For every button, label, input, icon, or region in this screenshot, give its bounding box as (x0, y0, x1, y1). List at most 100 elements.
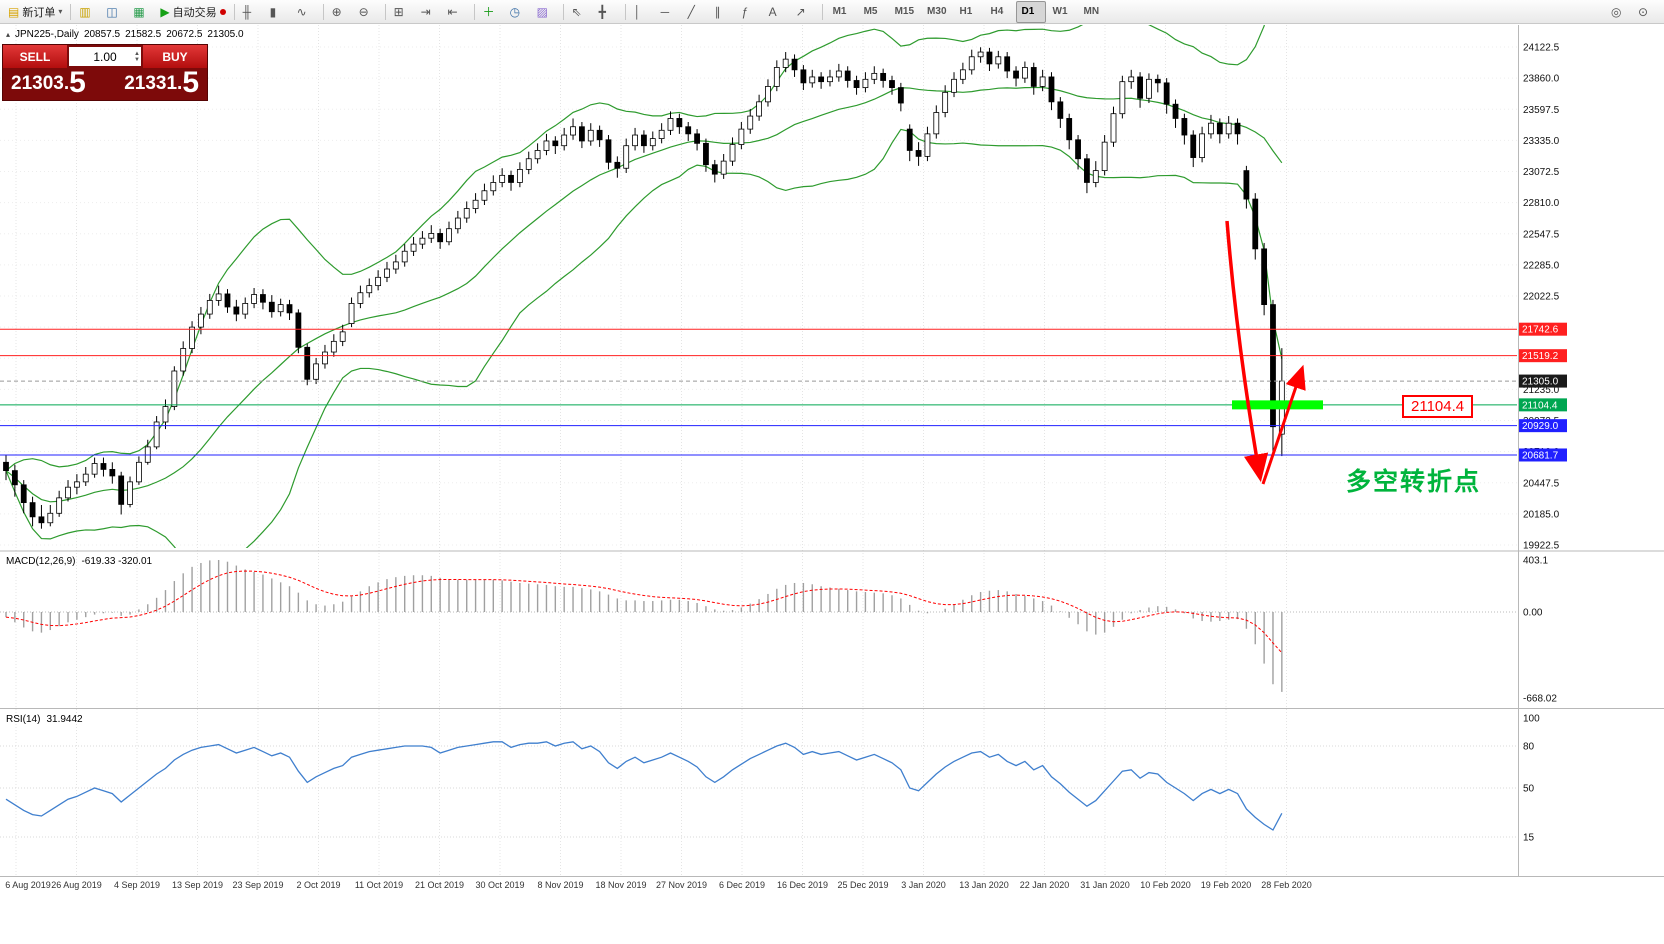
vertical-line-icon: │ (633, 4, 642, 19)
crosshair-icon: ╋ (598, 4, 606, 19)
low-value: 20672.5 (166, 29, 203, 40)
bar-chart-button[interactable]: ╫ (239, 1, 265, 23)
fibonacci-button[interactable]: ƒ (738, 1, 764, 23)
timeframe-m15-button[interactable]: M15 (894, 6, 915, 17)
timeframe-mn-button[interactable]: MN (1083, 6, 1100, 17)
toolbar-separator (562, 3, 564, 20)
svg-text:24122.5: 24122.5 (1523, 43, 1560, 54)
one-click-trading-panel: SELL 1.00 ▲ ▼ BUY 21303. 5 21331. 5 (2, 44, 208, 101)
toolbar-separator (70, 3, 72, 20)
svg-text:4 Sep 2019: 4 Sep 2019 (114, 880, 160, 890)
turning-point-annotation: 多空转折点 (1346, 468, 1482, 496)
symbol-ohlc-bar: ▴ JPN225-,Daily 20857.5 21582.5 20672.5 … (6, 29, 244, 40)
zoom-out-button[interactable]: ⊖ (355, 1, 381, 23)
bollinger-upper-band (5, 25, 1265, 472)
svg-text:31 Jan 2020: 31 Jan 2020 (1080, 880, 1130, 890)
text-button[interactable]: A (765, 1, 791, 23)
navigator-button[interactable]: ▦ (129, 1, 155, 23)
line-chart-button[interactable]: ∿ (293, 1, 319, 23)
templates-button[interactable]: ▨ (533, 1, 559, 23)
lot-value: 1.00 (93, 49, 117, 64)
vertical-line-button[interactable]: │ (630, 1, 656, 23)
svg-text:80: 80 (1523, 742, 1535, 753)
svg-text:22 Jan 2020: 22 Jan 2020 (1020, 880, 1070, 890)
channel-icon: ∥ (714, 4, 721, 19)
timeframe-d1-button[interactable]: D1 (1015, 0, 1046, 23)
new-order-button[interactable]: ▤ 新订单 ▾ (4, 1, 66, 23)
lot-spinner[interactable]: ▲ ▼ (134, 47, 140, 66)
play-icon: ▶ (160, 4, 170, 19)
spin-down-icon[interactable]: ▼ (134, 56, 140, 63)
options-button[interactable]: ⊙ (1634, 1, 1660, 23)
chart-shift-button[interactable]: ⇤ (444, 1, 470, 23)
up-arrow[interactable] (1261, 364, 1306, 485)
horizontal-line-button[interactable]: ─ (657, 1, 683, 23)
hline-21742.6[interactable]: 21742.6 (0, 322, 1567, 336)
sell-button[interactable]: SELL (3, 45, 67, 68)
down-arrow[interactable] (1225, 220, 1269, 483)
candlestick-chart-button[interactable]: ▮ (266, 1, 292, 23)
svg-text:21519.2: 21519.2 (1522, 351, 1559, 362)
auto-trading-button[interactable]: ▶ 自动交易 (156, 1, 229, 23)
charts-icon: ▥ (79, 4, 91, 19)
svg-text:13 Jan 2020: 13 Jan 2020 (959, 880, 1009, 890)
crosshair-button[interactable]: ╋ (595, 1, 621, 23)
hline-21305.0[interactable]: 21305.0 (0, 374, 1567, 388)
support-level-badge[interactable]: 21104.4 (1402, 395, 1474, 418)
toolbar-separator (233, 3, 235, 20)
svg-text:23597.5: 23597.5 (1523, 105, 1560, 116)
spin-up-icon[interactable]: ▲ (134, 50, 140, 57)
templates-icon: ▨ (536, 4, 548, 19)
open-value: 20857.5 (83, 29, 121, 40)
buy-button[interactable]: BUY (143, 45, 207, 68)
support-highlight-bar[interactable] (1232, 400, 1323, 410)
timeframe-m30-button[interactable]: M30 (927, 6, 947, 17)
charts-button[interactable]: ▥ (75, 1, 101, 23)
timeframe-w1-button[interactable]: W1 (1052, 6, 1068, 17)
horizontal-line-icon: ─ (660, 4, 670, 19)
trendline-button[interactable]: ╱ (684, 1, 710, 23)
svg-text:100: 100 (1523, 714, 1540, 725)
macd-signal-line (5, 570, 1283, 654)
market-watch-button[interactable]: ◫ (102, 1, 128, 23)
high-value: 21582.5 (125, 29, 162, 40)
price-gridlines: 19922.520185.020447.520710.020972.521235… (0, 43, 1560, 552)
channel-button[interactable]: ∥ (711, 1, 737, 23)
auto-scroll-button[interactable]: ⇥ (417, 1, 443, 23)
candles (3, 47, 1285, 529)
search-button[interactable]: ◎ (1607, 1, 1633, 23)
timeframe-m5-button[interactable]: M5 (863, 6, 878, 17)
svg-text:10 Feb 2020: 10 Feb 2020 (1140, 880, 1191, 890)
toolbar-separator (624, 3, 626, 20)
svg-text:11 Oct 2019: 11 Oct 2019 (355, 880, 403, 890)
indicators-button[interactable]: ＋ (479, 1, 505, 23)
timeframe-h4-button[interactable]: H4 (990, 6, 1004, 17)
tile-windows-button[interactable]: ⊞ (390, 1, 416, 23)
svg-text:8 Nov 2019: 8 Nov 2019 (537, 880, 583, 890)
svg-text:23860.0: 23860.0 (1523, 74, 1560, 85)
hline-21519.2[interactable]: 21519.2 (0, 349, 1567, 363)
arrows-button[interactable]: ↗ (792, 1, 818, 23)
periods-button[interactable]: ◷ (506, 1, 532, 23)
vertical-gridlines: 6 Aug 2019 26 Aug 2019 4 Sep 2019 13 Sep 20… (5, 25, 1312, 890)
auto-scroll-icon: ⇥ (420, 4, 431, 19)
svg-text:21742.6: 21742.6 (1522, 325, 1559, 336)
svg-text:22285.0: 22285.0 (1523, 260, 1560, 271)
magnifier-icon: ◎ (1611, 4, 1622, 19)
toolbar-separator (384, 3, 386, 20)
lot-size-input[interactable]: 1.00 ▲ ▼ (69, 47, 141, 66)
hline-20929.0[interactable]: 20929.0 (0, 419, 1567, 433)
hline-20681.7[interactable]: 20681.7 (0, 448, 1567, 462)
timeframe-h1-button[interactable]: H1 (959, 6, 973, 17)
zoom-in-button[interactable]: ⊕ (328, 1, 354, 23)
clock-icon: ◷ (509, 4, 521, 19)
svg-text:20185.0: 20185.0 (1523, 509, 1560, 520)
cursor-button[interactable]: ⇖ (568, 1, 594, 23)
fibonacci-icon: ƒ (741, 4, 749, 19)
svg-text:30 Oct 2019: 30 Oct 2019 (475, 880, 524, 890)
timeframe-m1-button[interactable]: M1 (832, 6, 847, 17)
auto-trading-label: 自动交易 (172, 6, 217, 19)
svg-text:50: 50 (1523, 784, 1535, 795)
